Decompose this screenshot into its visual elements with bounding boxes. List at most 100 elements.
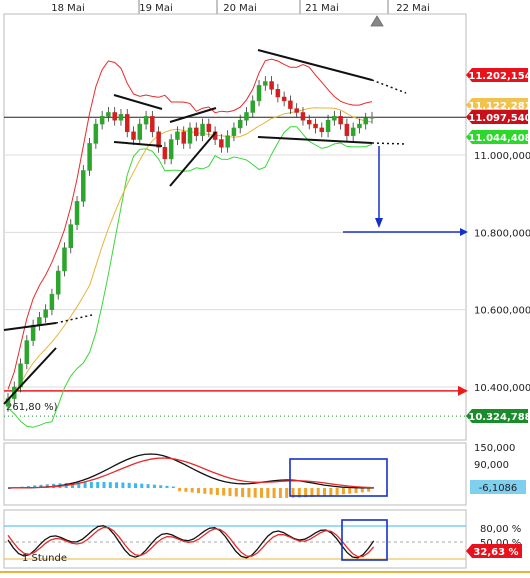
macd-bar-39 bbox=[253, 488, 257, 498]
bollinger-upper bbox=[7, 58, 373, 390]
price-tag-text-1: 11.122,281 bbox=[468, 101, 530, 112]
candle-body-32 bbox=[206, 123, 212, 133]
macd-bar-27 bbox=[178, 488, 182, 492]
bollinger-lower bbox=[7, 126, 373, 428]
macd-bar-34 bbox=[222, 488, 226, 496]
macd-bar-53 bbox=[341, 488, 345, 495]
trendline-0 bbox=[113, 94, 163, 110]
macd-bar-18 bbox=[121, 482, 125, 488]
macd-tick-1: 90,000 bbox=[474, 460, 509, 471]
stoch-tick-1: 50,00 % bbox=[480, 538, 521, 549]
candle-body-26 bbox=[168, 139, 174, 160]
interval-label: 1 Stunde bbox=[22, 553, 67, 564]
macd-bar-33 bbox=[215, 488, 219, 496]
scroll-marker-icon[interactable] bbox=[370, 15, 384, 27]
macd-bar-56 bbox=[360, 488, 364, 493]
macd-bar-43 bbox=[278, 488, 282, 498]
price-tick-1: 10.800,000 bbox=[474, 228, 530, 239]
candle-body-54 bbox=[344, 123, 350, 136]
candle-body-3 bbox=[24, 340, 30, 365]
date-label-1: 19 Mai bbox=[139, 3, 172, 14]
macd-bar-24 bbox=[159, 485, 163, 488]
macd-bar-3 bbox=[26, 486, 30, 488]
candle-body-50 bbox=[319, 127, 325, 133]
candle-body-28 bbox=[181, 131, 186, 144]
trendline-3 bbox=[169, 131, 217, 187]
macd-bar-30 bbox=[197, 488, 200, 494]
candle-body-6 bbox=[43, 309, 48, 318]
support-arrow-head bbox=[458, 385, 468, 396]
main-panel-frame bbox=[3, 13, 467, 441]
candle-body-20 bbox=[131, 131, 136, 140]
macd-bar-37 bbox=[241, 488, 245, 497]
candle-body-35 bbox=[225, 135, 230, 148]
macd-bar-4 bbox=[33, 485, 37, 488]
candle-body-44 bbox=[281, 96, 287, 102]
trendline-7 bbox=[3, 347, 57, 405]
macd-bar-41 bbox=[266, 488, 270, 498]
macd-bar-45 bbox=[291, 488, 295, 498]
macd-bar-6 bbox=[45, 484, 49, 488]
date-label-3: 21 Mai bbox=[305, 3, 338, 14]
date-axis-bg bbox=[0, 0, 530, 14]
candle-body-56 bbox=[357, 123, 362, 129]
candle-body-14 bbox=[93, 123, 99, 144]
macd-bar-28 bbox=[184, 488, 188, 492]
price-tag-text-0: 11.202,154 bbox=[468, 71, 530, 82]
candle-body-34 bbox=[219, 139, 224, 148]
macd-bar-47 bbox=[304, 488, 308, 498]
stoch-k-line bbox=[7, 525, 375, 559]
candle-body-5 bbox=[37, 317, 42, 326]
candle-body-51 bbox=[325, 119, 331, 133]
candle-body-22 bbox=[143, 116, 149, 125]
macd-bar-14 bbox=[96, 482, 100, 488]
stoch-value-tag bbox=[466, 544, 522, 558]
macd-bar-11 bbox=[77, 482, 81, 488]
macd-bar-29 bbox=[190, 488, 194, 493]
price-tag-4 bbox=[466, 409, 528, 423]
trendline-2 bbox=[169, 107, 217, 123]
macd-bar-26 bbox=[171, 486, 175, 488]
macd-bar-25 bbox=[165, 485, 169, 488]
trendline-1 bbox=[113, 141, 163, 147]
trendline-6 bbox=[3, 322, 57, 331]
candle-body-55 bbox=[350, 127, 356, 136]
candle-body-7 bbox=[49, 293, 55, 310]
macd-bar-51 bbox=[329, 488, 333, 496]
stoch-tick-0: 80,00 % bbox=[480, 524, 521, 535]
date-label-4: 22 Mai bbox=[396, 3, 429, 14]
macd-bar-17 bbox=[115, 482, 119, 488]
macd-bar-19 bbox=[127, 482, 131, 488]
candle-body-49 bbox=[313, 123, 318, 129]
candle-body-36 bbox=[231, 127, 237, 136]
candle-body-21 bbox=[137, 123, 143, 140]
macd-bar-15 bbox=[102, 482, 106, 488]
trendline-4 bbox=[257, 49, 373, 81]
macd-highlight-box bbox=[289, 458, 388, 497]
candle-body-47 bbox=[300, 112, 306, 121]
macd-bar-35 bbox=[228, 488, 232, 497]
candle-body-43 bbox=[275, 89, 281, 98]
macd-line bbox=[7, 453, 374, 489]
macd-bar-22 bbox=[146, 484, 150, 488]
candle-body-23 bbox=[150, 116, 155, 133]
candle-body-29 bbox=[187, 127, 193, 144]
price-tag-1 bbox=[466, 98, 528, 112]
candle-body-30 bbox=[194, 127, 199, 136]
price-tag-3 bbox=[466, 130, 528, 144]
candle-body-11 bbox=[74, 201, 80, 225]
macd-bar-46 bbox=[297, 488, 301, 498]
price-tick-3: 10.400,000 bbox=[474, 383, 530, 394]
price-tag-text-2: 11.097,540 bbox=[468, 113, 530, 124]
macd-bar-10 bbox=[71, 482, 74, 488]
candle-body-8 bbox=[55, 270, 61, 295]
candle-body-9 bbox=[62, 247, 67, 272]
candle-body-13 bbox=[87, 143, 92, 171]
date-label-2: 20 Mai bbox=[223, 3, 256, 14]
stoch-d-line bbox=[7, 526, 375, 558]
price-tag-2 bbox=[466, 110, 528, 124]
candle-body-19 bbox=[124, 114, 130, 133]
candle-body-27 bbox=[175, 131, 180, 140]
